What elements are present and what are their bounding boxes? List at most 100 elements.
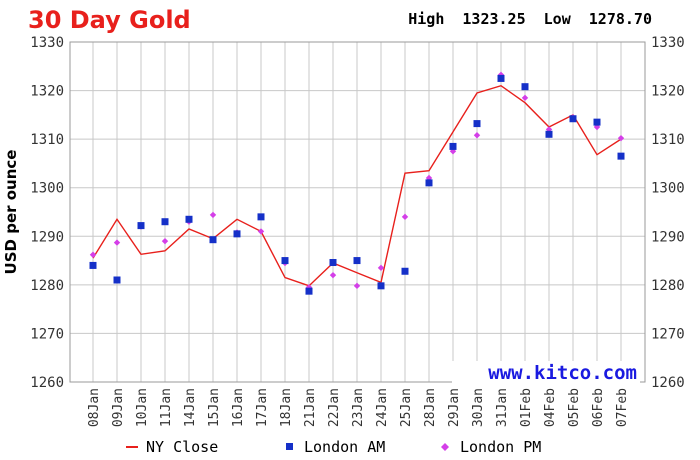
point-london-pm xyxy=(473,132,481,139)
point-london-am xyxy=(353,257,361,265)
x-tick-label: 24Jan xyxy=(375,388,390,427)
x-tick-label: 10Jan xyxy=(135,388,150,427)
y-axis-label: USD per ounce xyxy=(2,150,20,275)
legend-label: NY Close xyxy=(146,438,218,456)
point-london-pm xyxy=(257,228,265,235)
x-tick-label: 25Jan xyxy=(399,388,414,427)
x-tick-label: 11Jan xyxy=(159,388,174,427)
y-tick-label-left: 1310 xyxy=(30,132,64,148)
point-london-pm xyxy=(425,174,433,182)
point-london-am xyxy=(161,218,169,226)
y-tick-label-left: 1270 xyxy=(30,326,64,342)
point-london-am xyxy=(473,120,481,128)
series xyxy=(89,71,625,295)
y-tick-label-left: 1300 xyxy=(30,181,64,197)
high-value: 1323.25 xyxy=(462,10,525,28)
x-tick-label: 14Jan xyxy=(183,388,198,427)
plot-frame xyxy=(69,41,646,383)
x-tick-label: 15Jan xyxy=(207,388,222,427)
x-tick-label: 28Jan xyxy=(423,388,438,427)
point-london-pm xyxy=(497,71,505,78)
y-tick-label-right: 1280 xyxy=(651,278,685,294)
y-tick-label-right: 1300 xyxy=(651,181,685,197)
point-london-am xyxy=(617,152,625,160)
point-london-pm xyxy=(353,282,361,290)
x-ticks: 08Jan 09Jan 10Jan 11Jan 14Jan 15Jan 16Jan 17Jan… xyxy=(87,388,630,427)
point-london-am xyxy=(233,230,241,238)
x-tick-label: 05Feb xyxy=(567,388,582,427)
x-tick-label: 23Jan xyxy=(351,388,366,427)
x-tick-label: 31Jan xyxy=(495,388,510,427)
y-tick-label-left: 1330 xyxy=(30,35,64,51)
x-tick-label: 18Jan xyxy=(279,388,294,427)
point-london-am xyxy=(569,115,577,123)
y-ticks-left: 1260 1270 1280 1290 1300 1310 1320 1330 xyxy=(30,35,64,391)
x-tick-label: 08Jan xyxy=(87,388,102,427)
legend-swatch-london-am xyxy=(286,443,293,450)
low-value: 1278.70 xyxy=(589,10,652,28)
x-tick-label: 07Feb xyxy=(615,388,630,427)
point-london-am xyxy=(209,236,217,244)
x-tick-label: 30Jan xyxy=(471,388,486,427)
y-ticks-right: 1260 1270 1280 1290 1300 1310 1320 1330 xyxy=(651,35,685,391)
x-tick-label: 17Jan xyxy=(255,388,270,427)
point-london-am xyxy=(329,259,337,267)
point-london-am xyxy=(497,74,505,82)
x-tick-label: 01Feb xyxy=(519,388,534,427)
chart-title: 30 Day Gold xyxy=(28,6,191,34)
legend-swatch-london-pm xyxy=(441,443,449,451)
point-london-am xyxy=(137,222,145,230)
x-tick-label: 04Feb xyxy=(543,388,558,427)
point-london-am xyxy=(305,287,313,295)
point-london-pm xyxy=(209,211,217,219)
point-london-am xyxy=(521,83,529,91)
point-london-am xyxy=(113,276,121,284)
watermark-text: www.kitco.com xyxy=(488,362,637,384)
point-london-am xyxy=(281,257,289,265)
high-label: High xyxy=(408,10,444,28)
x-tick-label: 09Jan xyxy=(111,388,126,427)
y-tick-label-left: 1260 xyxy=(30,375,64,391)
y-tick-label-left: 1320 xyxy=(30,84,64,100)
point-london-am xyxy=(449,142,457,150)
point-london-am xyxy=(89,261,97,269)
point-london-am xyxy=(185,215,193,223)
point-london-pm xyxy=(377,264,385,272)
y-tick-label-right: 1310 xyxy=(651,132,685,148)
low-label: Low xyxy=(544,10,572,28)
point-london-pm xyxy=(617,134,625,142)
y-tick-label-right: 1270 xyxy=(651,326,685,342)
x-tick-label: 29Jan xyxy=(447,388,462,427)
point-london-pm xyxy=(89,251,97,258)
watermark-bg xyxy=(452,361,640,383)
high-low-readout: High 1323.25 Low 1278.70 xyxy=(408,10,652,28)
point-london-pm xyxy=(401,213,409,221)
legend-label: London AM xyxy=(304,438,385,456)
point-london-am xyxy=(401,267,409,275)
y-tick-label-left: 1290 xyxy=(30,229,64,245)
point-london-am xyxy=(545,130,553,138)
y-tick-label-right: 1260 xyxy=(651,375,685,391)
x-tick-label: 06Feb xyxy=(591,388,606,427)
point-london-pm xyxy=(113,239,121,246)
legend: NY Close London AM London PM xyxy=(126,438,541,456)
point-london-am xyxy=(593,118,601,126)
point-london-am xyxy=(377,282,385,290)
point-london-am xyxy=(257,213,265,221)
y-tick-label-right: 1320 xyxy=(651,84,685,100)
y-tick-label-left: 1280 xyxy=(30,278,64,294)
grid xyxy=(70,41,645,383)
x-tick-label: 21Jan xyxy=(303,388,318,427)
x-tick-label: 22Jan xyxy=(327,388,342,427)
point-london-pm xyxy=(329,271,337,279)
point-london-pm xyxy=(521,94,529,102)
point-london-am xyxy=(425,179,433,187)
series-line-ny-close xyxy=(92,84,622,287)
y-tick-label-right: 1290 xyxy=(651,229,685,245)
legend-label: London PM xyxy=(460,438,541,456)
x-tick-label: 16Jan xyxy=(231,388,246,427)
y-tick-label-right: 1330 xyxy=(651,35,685,51)
point-london-pm xyxy=(161,237,169,245)
